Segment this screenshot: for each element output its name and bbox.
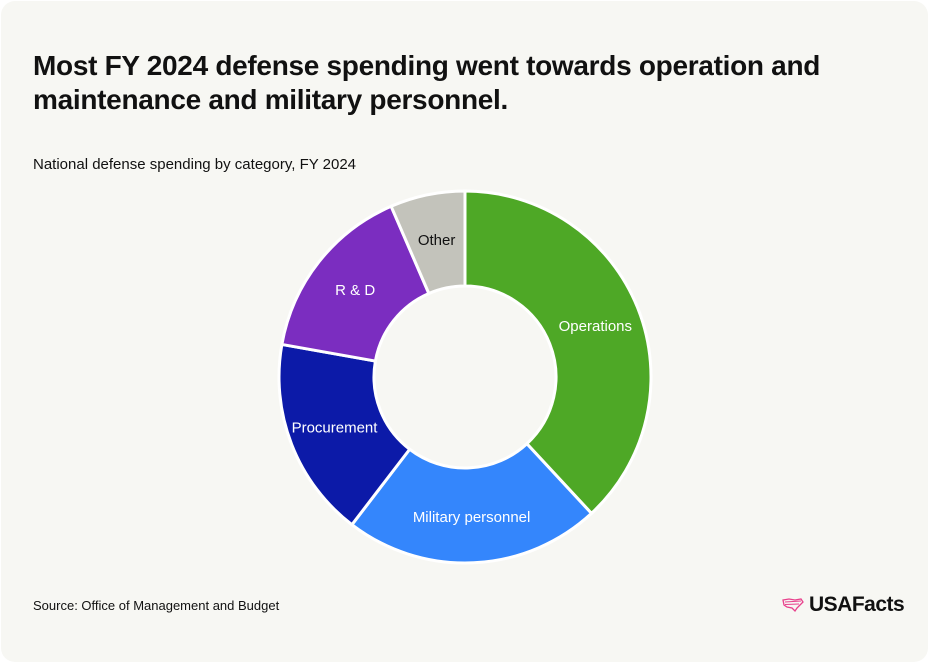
chart-subtitle: National defense spending by category, F… — [33, 156, 356, 173]
chart-title: Most FY 2024 defense spending went towar… — [33, 50, 821, 115]
usafacts-logo: USAFacts — [781, 593, 905, 617]
source-note: Source: Office of Management and Budget — [33, 598, 280, 613]
slice-procurement — [277, 342, 412, 527]
slice-label: Operations — [559, 318, 632, 335]
slice-label: Military personnel — [413, 509, 531, 526]
slice-label: Procurement — [292, 420, 379, 437]
slice-military-personnel — [350, 442, 593, 565]
slice-label: Other — [418, 232, 456, 249]
slice-other — [389, 189, 467, 295]
slice-r-d — [280, 204, 431, 363]
usa-map-icon — [782, 598, 804, 613]
slice-operations — [463, 189, 653, 515]
logo-text: USAFacts — [809, 593, 905, 616]
slice-label: R & D — [335, 282, 375, 299]
